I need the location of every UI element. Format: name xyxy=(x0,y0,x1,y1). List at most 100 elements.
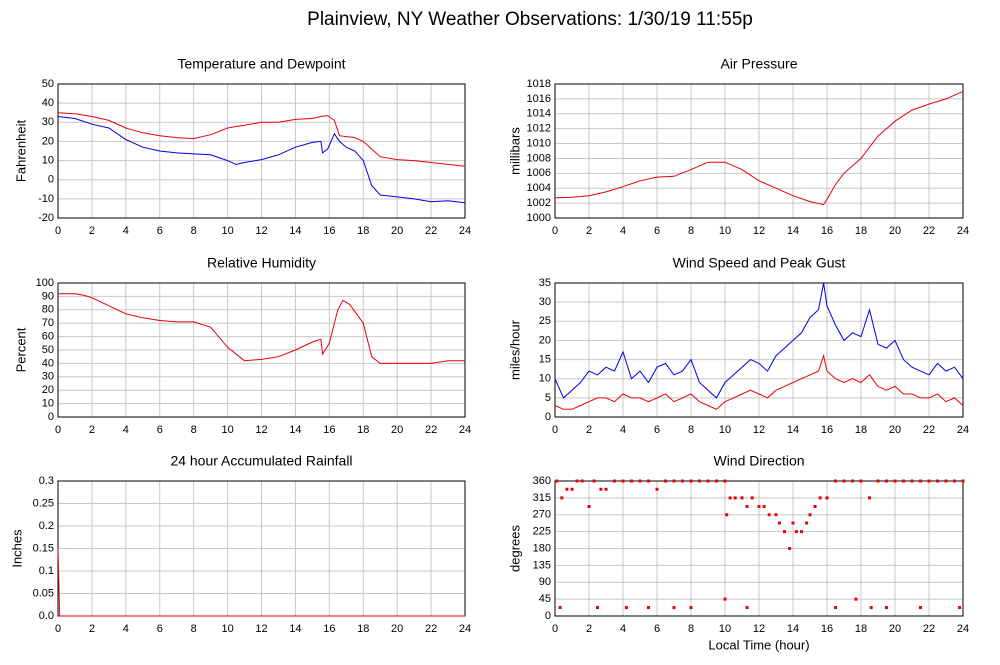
point xyxy=(919,479,922,483)
point xyxy=(575,479,579,483)
x-tick-label: 10 xyxy=(221,225,233,237)
y-tick-label: 40 xyxy=(42,357,54,369)
point xyxy=(728,496,732,500)
y-tick-label: 30 xyxy=(42,371,54,383)
y-axis-label: degrees xyxy=(507,525,522,572)
x-tick-label: 0 xyxy=(55,225,61,237)
x-tick-label: 0 xyxy=(55,623,61,635)
point xyxy=(672,479,676,483)
point xyxy=(570,487,574,491)
x-tick-label: 18 xyxy=(855,623,867,635)
point xyxy=(788,547,792,550)
y-tick-label: 180 xyxy=(533,542,551,554)
chart-title: Wind Speed and Peak Gust xyxy=(673,255,846,271)
point xyxy=(767,513,771,517)
series-line xyxy=(554,90,964,206)
x-tick-label: 6 xyxy=(157,225,163,237)
x-tick-label: 20 xyxy=(889,424,901,436)
point xyxy=(689,479,693,483)
y-tick-label: 360 xyxy=(533,475,551,487)
x-tick-label: 8 xyxy=(688,225,694,237)
x-tick-label: 24 xyxy=(957,623,969,635)
x-tick-label: 14 xyxy=(787,225,799,237)
point xyxy=(723,479,727,483)
point xyxy=(958,606,962,610)
point xyxy=(740,496,744,500)
x-tick-label: 18 xyxy=(357,424,369,436)
point xyxy=(560,496,564,500)
x-tick-label: 6 xyxy=(654,623,660,635)
y-tick-label: 0.25 xyxy=(33,497,54,509)
x-tick-label: 2 xyxy=(89,225,95,237)
point xyxy=(558,606,562,610)
x-axis-label: Local Time (hour) xyxy=(708,637,809,652)
y-tick-label: 80 xyxy=(42,304,54,316)
point xyxy=(630,479,633,483)
point xyxy=(885,606,888,610)
x-tick-label: 10 xyxy=(719,424,731,436)
x-tick-label: 24 xyxy=(957,424,969,436)
x-tick-label: 10 xyxy=(719,623,731,635)
x-tick-label: 22 xyxy=(425,225,437,237)
y-tick-label: 45 xyxy=(539,593,551,605)
x-tick-label: 12 xyxy=(255,225,267,237)
y-tick-label: 0.1 xyxy=(39,565,54,577)
x-tick-label: 22 xyxy=(425,623,437,635)
series-line xyxy=(58,293,465,364)
y-tick-label: 315 xyxy=(533,492,551,504)
x-tick-label: 12 xyxy=(753,424,765,436)
x-tick-label: 16 xyxy=(323,424,335,436)
x-tick-label: 6 xyxy=(654,424,660,436)
point xyxy=(944,479,948,483)
point xyxy=(762,505,766,508)
point xyxy=(689,606,693,610)
x-tick-label: 16 xyxy=(323,623,335,635)
y-tick-label: 0.15 xyxy=(33,542,54,554)
x-tick-label: 18 xyxy=(855,225,867,237)
point xyxy=(808,513,812,517)
y-tick-label: 270 xyxy=(533,509,551,521)
x-tick-label: 16 xyxy=(821,623,833,635)
point xyxy=(783,530,786,534)
y-tick-label: 1004 xyxy=(527,182,551,194)
y-axis-label: millibars xyxy=(507,127,522,175)
y-tick-label: 0.2 xyxy=(39,520,54,532)
y-tick-label: -20 xyxy=(38,212,54,224)
x-tick-label: 0 xyxy=(552,424,558,436)
point xyxy=(592,479,596,483)
point xyxy=(834,479,837,483)
point xyxy=(750,496,754,500)
y-tick-label: 15 xyxy=(539,353,551,365)
y-tick-label: 0 xyxy=(48,174,54,186)
x-tick-label: 12 xyxy=(753,225,765,237)
point xyxy=(715,479,718,483)
point xyxy=(825,496,829,500)
x-tick-label: 8 xyxy=(688,424,694,436)
x-tick-label: 2 xyxy=(586,225,592,237)
point xyxy=(818,496,822,500)
point xyxy=(953,479,956,483)
point xyxy=(745,606,749,610)
x-tick-label: 14 xyxy=(289,225,301,237)
point xyxy=(893,479,897,483)
point xyxy=(794,530,798,534)
point xyxy=(869,606,873,610)
point xyxy=(876,479,880,483)
y-tick-label: 1014 xyxy=(527,108,551,120)
point xyxy=(757,505,761,508)
y-tick-label: 0.0 xyxy=(39,610,54,622)
x-tick-label: 20 xyxy=(391,623,403,635)
point xyxy=(655,487,659,491)
point xyxy=(859,479,863,483)
series-line xyxy=(57,112,466,167)
x-tick-label: 16 xyxy=(323,225,335,237)
y-tick-label: 20 xyxy=(539,334,551,346)
plot-frame xyxy=(57,83,466,219)
chart-title: Wind Direction xyxy=(713,453,804,469)
point xyxy=(638,479,642,483)
x-tick-label: 4 xyxy=(123,225,129,237)
point xyxy=(842,479,846,483)
x-tick-label: 4 xyxy=(123,424,129,436)
x-tick-label: 14 xyxy=(289,424,301,436)
x-tick-label: 12 xyxy=(753,623,765,635)
